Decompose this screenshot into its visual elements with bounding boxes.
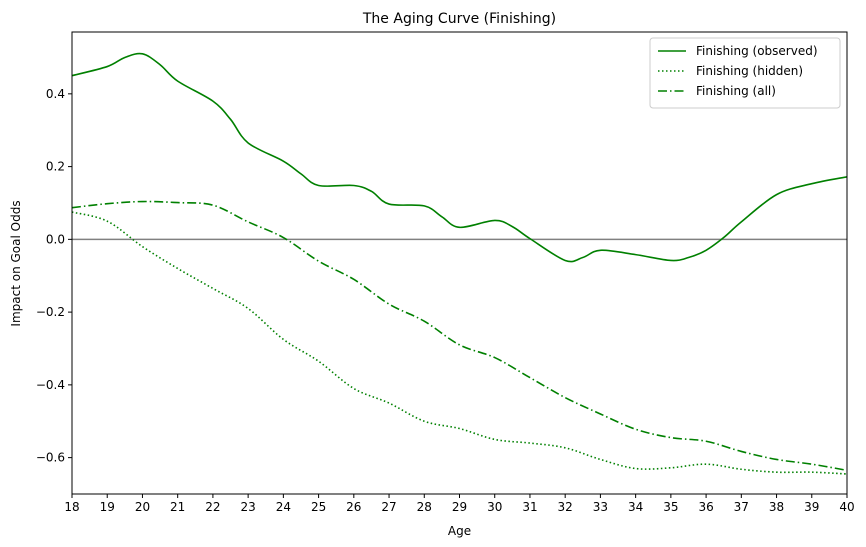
chart-title: The Aging Curve (Finishing): [362, 11, 556, 27]
series-line-dashdot: [72, 200, 847, 472]
x-tick-label: 33: [593, 500, 608, 514]
x-tick-label: 24: [276, 500, 291, 514]
legend-box: [649, 37, 841, 109]
x-tick-label: 38: [769, 500, 784, 514]
y-axis-label: Impact on Goal Odds: [9, 200, 23, 326]
x-tick-label: 27: [381, 500, 396, 514]
x-tick-label: 29: [452, 500, 467, 514]
legend: Finishing (observed) Finishing (hidden) Fi…: [649, 37, 841, 109]
x-tick-label: 35: [663, 500, 678, 514]
y-tick-label: −0.2: [36, 305, 65, 319]
series-line-solid: [72, 52, 847, 263]
x-axis: 18 19 20 21 22 23 24 25 26 27 28 29 30 31 32 33 34 35 36 37…: [64, 494, 855, 514]
legend-label: Finishing (hidden): [696, 64, 803, 78]
x-tick-label: 28: [417, 500, 432, 514]
x-tick-label: 30: [487, 500, 502, 514]
x-tick-label: 31: [522, 500, 537, 514]
y-axis: −0.6 −0.4 −0.2 0.0 0.2 0.4: [36, 87, 72, 465]
x-tick-label: 23: [240, 500, 255, 514]
x-tick-label: 26: [346, 500, 361, 514]
y-tick-label: 0.0: [46, 232, 65, 246]
series-line-dotted: [72, 211, 847, 475]
x-tick-label: 36: [698, 500, 713, 514]
x-axis-label: Age: [448, 524, 471, 538]
x-tick-label: 18: [64, 500, 79, 514]
x-tick-label: 21: [170, 500, 185, 514]
x-tick-label: 39: [804, 500, 819, 514]
x-tick-label: 25: [311, 500, 326, 514]
x-tick-label: 22: [205, 500, 220, 514]
legend-label: Finishing (observed): [696, 44, 818, 58]
y-tick-label: 0.2: [46, 160, 65, 174]
y-tick-label: 0.4: [46, 87, 65, 101]
x-tick-label: 19: [100, 500, 115, 514]
plot-area: [72, 52, 847, 475]
x-tick-label: 32: [558, 500, 573, 514]
x-tick-label: 34: [628, 500, 643, 514]
legend-label: Finishing (all): [696, 84, 776, 98]
y-tick-label: −0.6: [36, 451, 65, 465]
y-tick-label: −0.4: [36, 378, 65, 392]
x-tick-label: 20: [135, 500, 150, 514]
x-tick-label: 37: [734, 500, 749, 514]
x-tick-label: 40: [839, 500, 854, 514]
